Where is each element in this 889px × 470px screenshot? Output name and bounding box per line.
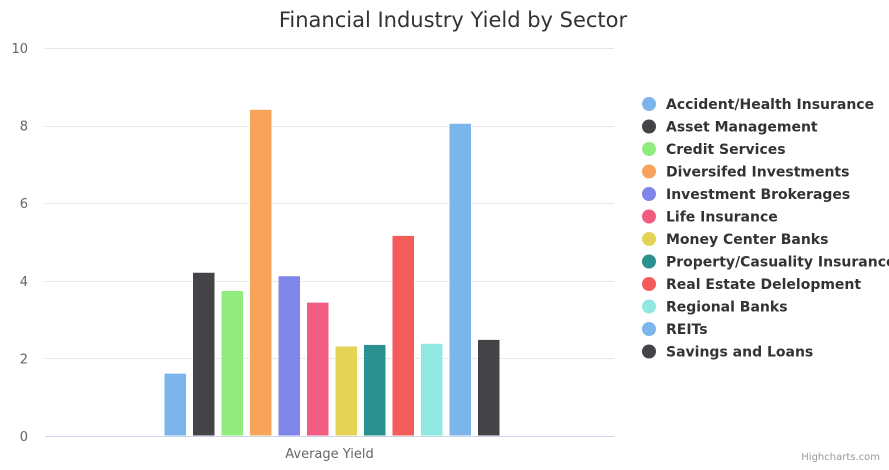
legend-label: Investment Brokerages bbox=[666, 187, 850, 203]
legend-marker bbox=[642, 164, 656, 179]
legend-label: Real Estate Delelopment bbox=[666, 277, 861, 293]
y-tick-label: 8 bbox=[20, 120, 28, 135]
legend-item[interactable]: Real Estate Delelopment bbox=[642, 277, 861, 293]
legend-marker bbox=[642, 119, 656, 134]
grid-lines bbox=[45, 48, 614, 359]
legend-item[interactable]: Accident/Health Insurance bbox=[642, 97, 874, 113]
legend-marker bbox=[642, 254, 656, 269]
bar[interactable] bbox=[448, 122, 472, 437]
legend-marker bbox=[642, 209, 656, 224]
legend-item[interactable]: Diversifed Investments bbox=[642, 164, 849, 181]
bars bbox=[163, 108, 501, 437]
y-tick-label: 4 bbox=[20, 275, 28, 290]
legend-label: Savings and Loans bbox=[666, 345, 813, 361]
credits-link[interactable]: Highcharts.com bbox=[801, 452, 880, 463]
bar[interactable] bbox=[391, 234, 415, 437]
x-axis: Average Yield bbox=[45, 436, 614, 462]
chart-title: Financial Industry Yield by Sector bbox=[279, 8, 628, 32]
legend-item[interactable]: Money Center Banks bbox=[642, 232, 828, 248]
legend-item[interactable]: REITs bbox=[642, 322, 708, 338]
legend-label: Asset Management bbox=[666, 120, 818, 136]
legend-marker bbox=[642, 299, 656, 314]
bar[interactable] bbox=[220, 290, 244, 437]
legend-marker bbox=[642, 232, 656, 246]
legend-marker bbox=[642, 97, 656, 111]
legend-label: Property/Casuality Insurance bbox=[666, 255, 889, 271]
bar[interactable] bbox=[192, 271, 216, 437]
y-axis-ticks: 0 2 4 6 8 10 bbox=[11, 42, 28, 445]
legend-item[interactable]: Property/Casuality Insurance bbox=[642, 254, 889, 271]
legend-item[interactable]: Savings and Loans bbox=[642, 344, 813, 361]
legend-label: Life Insurance bbox=[666, 210, 778, 226]
legend-item[interactable]: Investment Brokerages bbox=[642, 187, 850, 203]
legend-marker bbox=[642, 187, 656, 201]
legend-item[interactable]: Regional Banks bbox=[642, 299, 788, 316]
y-tick-label: 2 bbox=[20, 352, 28, 367]
legend-marker bbox=[642, 344, 656, 359]
legend-marker bbox=[642, 142, 656, 156]
bar[interactable] bbox=[277, 275, 301, 437]
y-tick-label: 10 bbox=[11, 42, 28, 57]
bar[interactable] bbox=[363, 343, 387, 437]
bar[interactable] bbox=[249, 108, 273, 437]
y-tick-label: 0 bbox=[20, 430, 28, 445]
legend-item[interactable]: Credit Services bbox=[642, 142, 786, 158]
x-category-label: Average Yield bbox=[285, 447, 373, 462]
y-tick-label: 6 bbox=[20, 197, 28, 212]
legend-label: Accident/Health Insurance bbox=[666, 97, 874, 113]
bar[interactable] bbox=[420, 342, 444, 437]
legend-marker bbox=[642, 322, 656, 336]
bar[interactable] bbox=[306, 301, 330, 437]
legend-label: Credit Services bbox=[666, 142, 786, 158]
legend-item[interactable]: Life Insurance bbox=[642, 209, 778, 226]
legend-label: Regional Banks bbox=[666, 300, 788, 316]
legend-marker bbox=[642, 277, 656, 291]
legend-label: Money Center Banks bbox=[666, 232, 828, 248]
legend-label: Diversifed Investments bbox=[666, 165, 849, 181]
bar[interactable] bbox=[334, 345, 358, 437]
bar[interactable] bbox=[163, 372, 187, 437]
legend: Accident/Health Insurance Asset Managemen… bbox=[642, 97, 889, 361]
legend-item[interactable]: Asset Management bbox=[642, 119, 818, 136]
legend-label: REITs bbox=[666, 322, 708, 338]
bar[interactable] bbox=[477, 338, 501, 437]
